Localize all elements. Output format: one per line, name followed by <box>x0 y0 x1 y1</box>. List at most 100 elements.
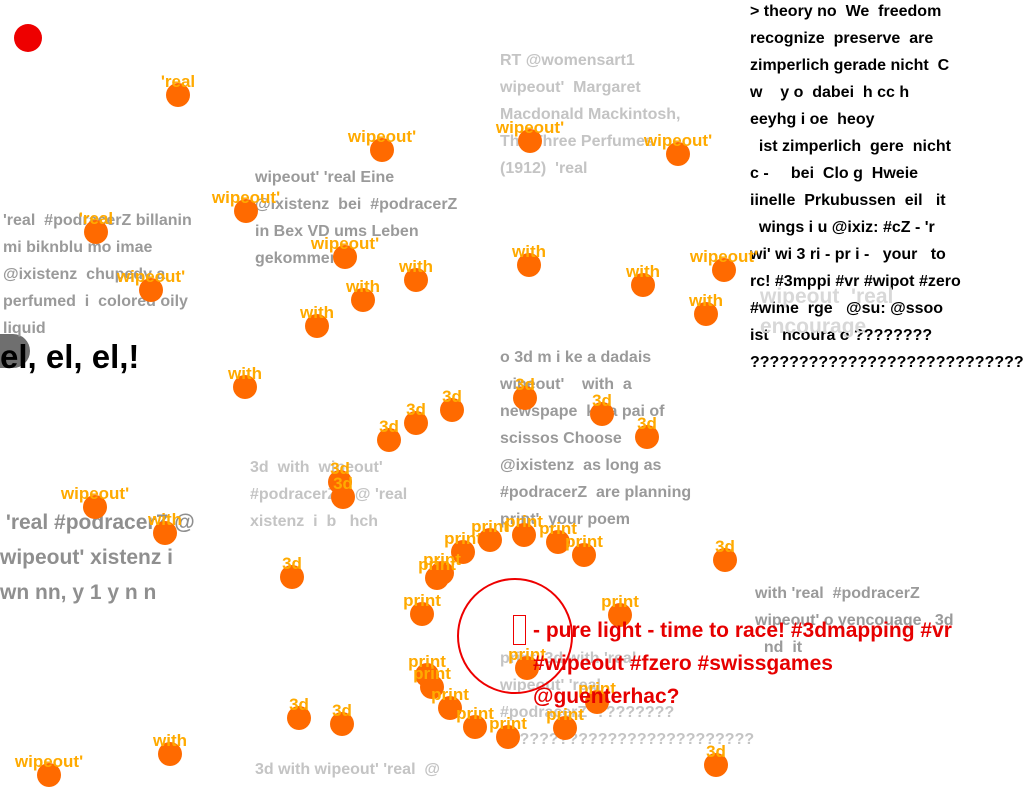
node-label: 3d <box>289 695 309 714</box>
cursor-ring <box>457 578 573 694</box>
node-label: print <box>578 679 616 698</box>
text-line: liquid <box>3 320 46 337</box>
node-dot <box>84 220 108 244</box>
node-label: print <box>601 592 639 611</box>
node-label: 3d <box>330 459 350 478</box>
text-line: mi biknblu mo imae <box>3 239 153 256</box>
text-cursor <box>513 615 526 645</box>
text-line: 'real #podracerZ @ <box>0 511 195 534</box>
text-right-black: > theory no We freedom recognize preserve… <box>750 0 1024 376</box>
node-dot <box>280 565 304 589</box>
node-dot <box>713 548 737 572</box>
text-line: - pure light - time to race! #3dmapping … <box>533 619 952 642</box>
node-dot <box>333 245 357 269</box>
node-dot <box>233 375 257 399</box>
node-label: 'real <box>78 209 114 228</box>
node-label: 3d <box>706 742 726 761</box>
text-line: w y o dabei h cc h <box>750 84 910 101</box>
node-label: with <box>228 364 262 383</box>
node-label: print <box>444 529 482 548</box>
node-label: 'real <box>160 72 196 91</box>
node-label: wipeout' <box>116 267 186 286</box>
node-dot <box>351 288 375 312</box>
node-dot <box>478 528 502 552</box>
node-dot <box>404 411 428 435</box>
node-label: 3d <box>332 701 352 720</box>
node-label: print <box>471 517 509 536</box>
node-dot <box>463 715 487 739</box>
node-label: print <box>456 704 494 723</box>
text-line: (1912) 'real <box>500 160 588 177</box>
text-line: c - bei Clo g Hweie <box>750 165 919 182</box>
node-dot <box>377 428 401 452</box>
node-label: print <box>505 512 543 531</box>
node-label: print <box>423 550 461 569</box>
text-left-big: el, el, el,! <box>0 338 140 375</box>
text-line: @ixistenz chupedy a <box>3 266 166 283</box>
text-line: > theory no We freedom <box>750 3 942 20</box>
text-center-left: 3d with wipeout' #podracerZ a @ 'real xist… <box>250 454 407 535</box>
text-line: 'real #podracerZ billanin <box>3 212 192 229</box>
text-line: RT @womensart1 <box>500 52 635 69</box>
node-label: wipeout' <box>14 752 84 771</box>
node-dot <box>234 199 258 223</box>
node-label: 3d <box>333 474 353 493</box>
node-dot <box>712 258 736 282</box>
text-bottom-right: with 'real #podracerZ wipeout' o yencouag… <box>755 580 954 661</box>
red-marker <box>14 24 42 52</box>
text-line: iinelle Prkubussen eil it <box>750 192 946 209</box>
node-label: print <box>546 705 584 724</box>
node-dot <box>440 398 464 422</box>
node-label: print <box>408 652 446 671</box>
node-label: with <box>346 277 380 296</box>
text-line: wipeout' o yencouage 3d <box>755 612 954 629</box>
text-line: #wipeout #fzero #swissgames <box>533 652 833 675</box>
node-label: wipeout' <box>211 188 281 207</box>
node-dot <box>553 716 577 740</box>
text-line: print' your poem <box>500 511 631 528</box>
node-label: with <box>153 731 187 750</box>
node-dot <box>517 253 541 277</box>
node-dot <box>83 495 107 519</box>
text-top-center: RT @womensart1 wipeout' Margaret Macdonald… <box>500 47 680 182</box>
text-line: wipeout 'real <box>760 285 894 308</box>
node-dot <box>153 521 177 545</box>
text-line: recognize preserve are <box>750 30 934 47</box>
node-dot <box>331 485 355 509</box>
text-line: wings i u @ixiz: #cZ - 'r <box>750 219 935 236</box>
node-label: print <box>539 519 577 538</box>
text-line: wipeout' 'real Eine <box>255 169 395 186</box>
node-label: 3d <box>282 554 302 573</box>
text-line: in Bex VD ums Leben <box>255 223 419 240</box>
node-dot <box>635 425 659 449</box>
text-line: perfumed i colored oily <box>3 293 188 310</box>
text-line: ist ncoura o ???????? <box>750 327 933 344</box>
node-label: 3d <box>515 375 535 394</box>
node-dot <box>512 523 536 547</box>
text-line: wi' wi 3 ri - pr i - your to <box>750 246 946 263</box>
node-label: with <box>689 291 723 310</box>
text-line: eeyhg i oe heoy <box>750 111 875 128</box>
node-dot <box>287 706 311 730</box>
text-line: The Three Perfumes <box>500 133 654 150</box>
node-dot <box>590 402 614 426</box>
node-label: with <box>399 257 433 276</box>
node-dot <box>451 540 475 564</box>
node-label: wipeout' <box>347 127 417 146</box>
node-dot <box>496 725 520 749</box>
text-line: @guenterhac? <box>533 685 680 708</box>
node-label: 3d <box>379 417 399 436</box>
node-label: with <box>626 262 660 281</box>
node-dot <box>404 268 428 292</box>
text-line: nd it <box>755 639 803 656</box>
node-dot <box>666 142 690 166</box>
node-label: 3d <box>592 391 612 410</box>
node-label: 3d <box>406 400 426 419</box>
node-label: print <box>403 591 441 610</box>
text-right-faint: wipeout 'real encourage <box>760 282 893 342</box>
node-dot <box>585 690 609 714</box>
node-label: wipeout' <box>495 118 565 137</box>
node-dot <box>158 742 182 766</box>
node-label: with <box>148 510 182 529</box>
text-line: gekommen <box>255 250 340 267</box>
